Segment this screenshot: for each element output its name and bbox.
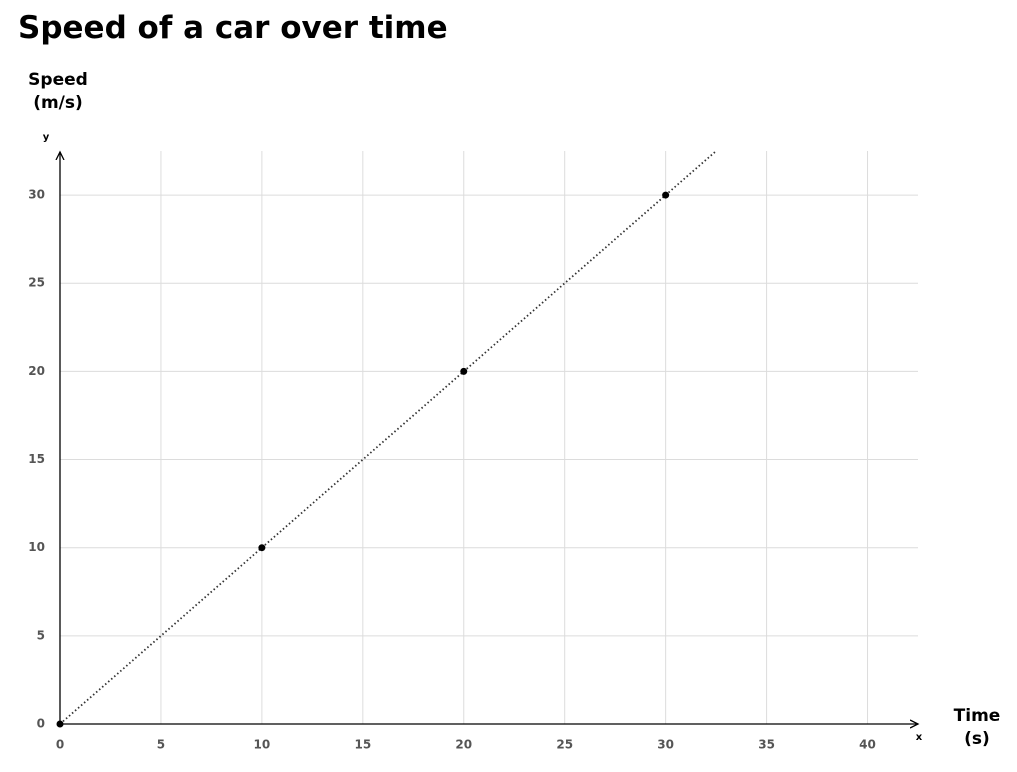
grid <box>59 151 918 725</box>
y-tick-label: 10 <box>28 540 45 554</box>
x-tick-label: 0 <box>56 738 64 752</box>
x-tick-label: 40 <box>859 738 876 752</box>
x-tick-label: 20 <box>455 738 472 752</box>
y-tick-label: 5 <box>37 628 45 642</box>
data-point <box>258 544 266 552</box>
y-tick-label: 20 <box>28 364 45 378</box>
x-axis-letter: x <box>916 732 923 743</box>
x-tick-label: 30 <box>657 738 674 752</box>
y-tick-label: 25 <box>28 276 45 290</box>
y-tick-label: 15 <box>28 452 45 466</box>
y-axis-label: Speed (m/s) <box>28 70 88 113</box>
trend-line <box>59 150 717 725</box>
x-tick-label: 25 <box>556 738 573 752</box>
data-point <box>662 191 670 199</box>
y-axis-letter: y <box>43 132 50 143</box>
x-axis-label: Time (s) <box>953 706 1001 749</box>
data-point <box>56 720 64 728</box>
x-tick-label: 35 <box>758 738 775 752</box>
y-tick-label: 30 <box>28 188 45 202</box>
chart-title: Speed of a car over time <box>18 10 448 46</box>
data-point <box>460 367 468 375</box>
x-tick-label: 10 <box>254 738 271 752</box>
x-tick-label: 5 <box>157 738 165 752</box>
x-tick-label: 15 <box>354 738 371 752</box>
y-tick-label: 0 <box>37 717 45 731</box>
